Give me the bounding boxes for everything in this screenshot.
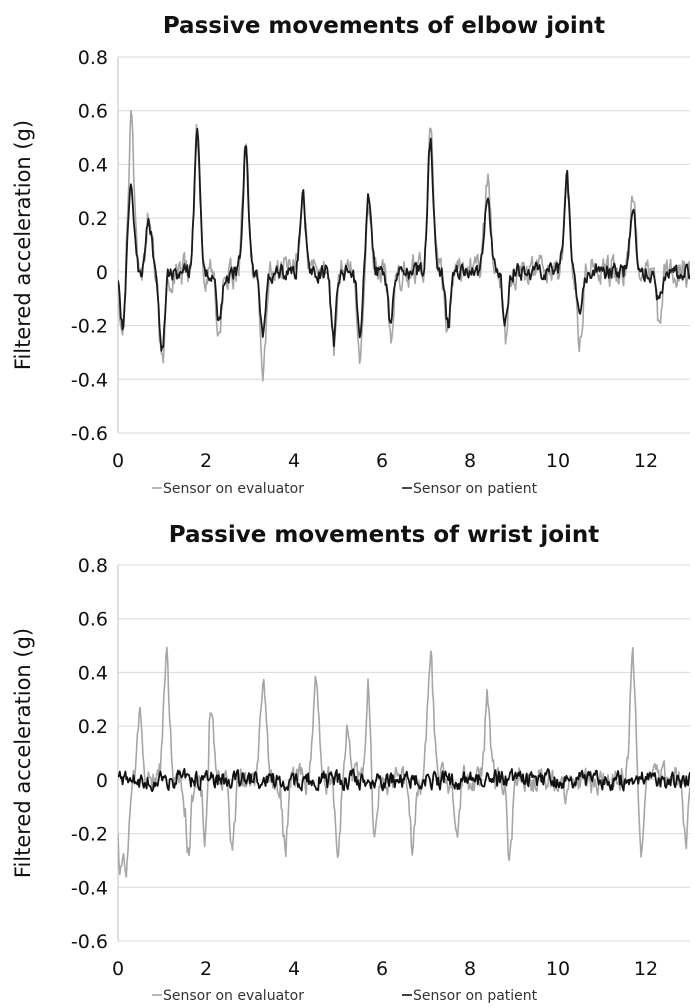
- y-tick-label: 0.6: [78, 101, 108, 123]
- chart-panel-2: Passive movements of wrist joint 0.8 0.6 0.…: [11, 522, 690, 1004]
- y-tick-label: 0.4: [78, 154, 108, 176]
- series-line-patient: [118, 127, 690, 352]
- legend-entry: Sensor on evaluator: [163, 481, 304, 497]
- series-line-patient: [118, 767, 690, 793]
- y-tick-label: 0: [96, 262, 108, 284]
- chart-title: Passive movements of elbow joint: [163, 13, 605, 39]
- x-tick-label: 12: [634, 450, 658, 472]
- x-tick-label: 2: [200, 958, 212, 980]
- y-tick-label: 0.2: [78, 208, 108, 230]
- y-tick-label: 0.8: [78, 555, 108, 577]
- chart-panel-1: Passive movements of elbow joint 0.8 0.6 0.…: [11, 13, 690, 497]
- y-axis-label: Filtered acceleration (g): [11, 628, 35, 878]
- y-tick-label: -0.6: [71, 423, 108, 445]
- x-tick-label: 2: [200, 450, 212, 472]
- y-tick-label: 0.8: [78, 47, 108, 69]
- legend-entry: Sensor on evaluator: [163, 988, 304, 1004]
- y-tick-label: -0.2: [71, 316, 108, 338]
- y-tick-label: -0.4: [71, 369, 108, 391]
- x-tick-label: 8: [464, 450, 476, 472]
- x-tick-label: 10: [546, 958, 570, 980]
- series-layer: [118, 646, 690, 878]
- y-tick-label: 0.4: [78, 662, 108, 684]
- y-tick-label: -0.2: [71, 824, 108, 846]
- legend-entry: Sensor on patient: [413, 481, 538, 497]
- x-tick-label: 12: [634, 958, 658, 980]
- x-tick-label: 0: [112, 958, 124, 980]
- x-tick-label: 6: [376, 958, 388, 980]
- y-tick-label: -0.6: [71, 931, 108, 953]
- y-axis-label: Filtered acceleration (g): [11, 120, 35, 370]
- series-layer: [118, 110, 690, 382]
- series-line-evaluator: [118, 646, 690, 878]
- x-tick-label: 0: [112, 450, 124, 472]
- y-tick-label: 0.6: [78, 609, 108, 631]
- x-tick-label: 8: [464, 958, 476, 980]
- chart-title: Passive movements of wrist joint: [169, 522, 600, 548]
- x-tick-label: 4: [288, 450, 300, 472]
- x-tick-label: 6: [376, 450, 388, 472]
- x-tick-label: 10: [546, 450, 570, 472]
- legend: Sensor on evaluator Sensor on patient: [152, 988, 538, 1004]
- legend-entry: Sensor on patient: [413, 988, 538, 1004]
- x-tick-label: 4: [288, 958, 300, 980]
- legend: Sensor on evaluator Sensor on patient: [152, 481, 538, 497]
- series-line-evaluator: [118, 110, 690, 382]
- y-tick-label: -0.4: [71, 877, 108, 899]
- y-tick-label: 0.2: [78, 716, 108, 738]
- y-tick-label: 0: [96, 770, 108, 792]
